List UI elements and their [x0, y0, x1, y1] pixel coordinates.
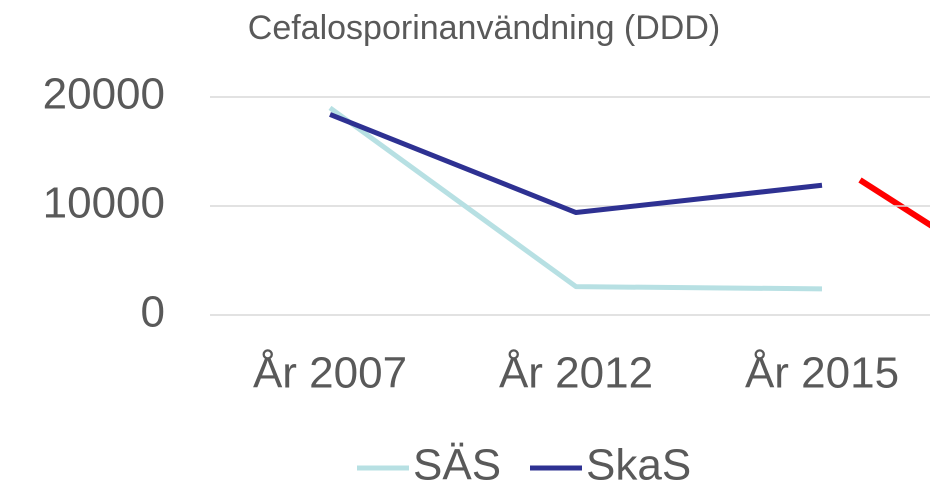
series-line — [328, 105, 823, 292]
y-tick-label: 0 — [141, 288, 165, 337]
legend-label: SÄS — [413, 441, 501, 490]
annotation-arrow — [858, 177, 930, 229]
x-tick-label: År 2015 — [745, 349, 899, 398]
series-line — [329, 112, 823, 216]
chart-title: Cefalosporinanvändning (DDD) — [248, 9, 720, 47]
y-tick-label: 10000 — [43, 179, 165, 228]
legend-label: SkaS — [586, 441, 691, 490]
y-tick-label: 20000 — [43, 70, 165, 119]
x-tick-label: År 2007 — [253, 349, 407, 398]
x-tick-label: År 2012 — [499, 349, 653, 398]
